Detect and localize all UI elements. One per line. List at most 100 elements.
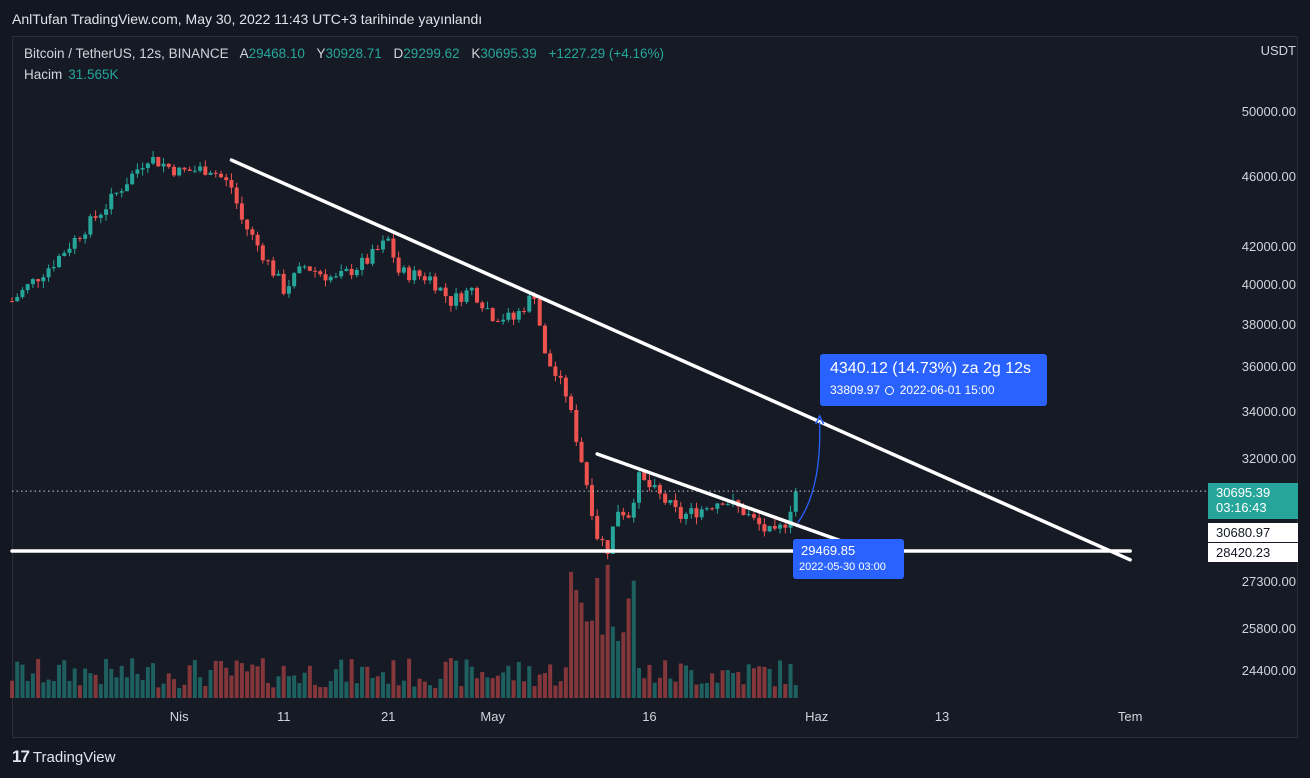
volume-bar	[741, 684, 746, 698]
candle-body	[678, 506, 683, 519]
candle-body	[605, 540, 610, 554]
candle-body	[208, 172, 213, 175]
candle-body	[323, 274, 328, 281]
low-price-box[interactable]: 29469.85 2022-05-30 03:00	[793, 539, 904, 579]
projection-arrowhead	[814, 414, 825, 425]
volume-bar	[224, 667, 229, 698]
candle-body	[93, 216, 98, 218]
volume-bar	[36, 658, 41, 698]
volume-bar	[344, 681, 349, 698]
volume-bar	[678, 663, 683, 698]
volume-bar	[25, 680, 30, 698]
candle-body	[412, 270, 417, 281]
volume-bar	[569, 571, 574, 698]
candle-body	[558, 375, 563, 378]
candle-body	[318, 271, 323, 275]
candle-body	[370, 248, 375, 264]
volume-bar	[469, 666, 474, 698]
candle-body	[475, 287, 480, 303]
candle-body	[490, 308, 495, 321]
tradingview-logo-icon: 17	[12, 747, 30, 766]
price-tick-label: 32000.00	[1241, 450, 1296, 466]
volume-bar	[213, 660, 218, 698]
volume-bar	[793, 685, 798, 698]
volume-bar	[757, 666, 762, 698]
publish-header: AnlTufan TradingView.com, May 30, 2022 1…	[0, 0, 1310, 38]
candle-body	[151, 157, 156, 164]
candle-body	[25, 284, 30, 291]
volume-bar	[156, 687, 161, 698]
volume-bar	[579, 602, 584, 698]
high-label: Y	[316, 46, 326, 61]
candle-body	[443, 287, 448, 297]
candle-body	[114, 192, 119, 194]
candle-body	[668, 500, 673, 503]
volume-bar	[448, 658, 453, 698]
volume-bar	[783, 683, 788, 698]
candle-body	[203, 166, 208, 175]
volume-bar	[313, 684, 318, 698]
candle-body	[119, 191, 124, 193]
volume-bar	[605, 564, 610, 698]
candle-body	[260, 245, 265, 261]
candle-body	[386, 238, 391, 241]
candle-body	[156, 157, 161, 167]
volume-bar	[647, 664, 652, 698]
candle-body	[751, 514, 756, 518]
volume-bar	[522, 681, 527, 698]
volume-bar	[673, 681, 678, 698]
volume-bar	[114, 677, 119, 698]
symbol-name[interactable]: Bitcoin / TetherUS, 12s, BINANCE	[24, 46, 229, 61]
volume-bar	[511, 680, 516, 698]
volume-bar	[412, 686, 417, 698]
volume-bar	[292, 675, 297, 698]
volume-bar	[219, 661, 223, 698]
price-candles	[10, 150, 798, 560]
candle-body	[339, 270, 344, 277]
candle-body	[46, 268, 51, 278]
change-value: +1227.29 (+4.16%)	[548, 46, 665, 61]
volume-bar	[553, 685, 558, 698]
volume-bar	[328, 681, 333, 698]
measure-datetime: 2022-06-01 15:00	[899, 383, 995, 397]
volume-bar	[20, 664, 25, 698]
candle-body	[396, 257, 401, 273]
volume-bar	[699, 683, 704, 698]
volume-bar	[537, 674, 542, 698]
volume-bar	[542, 673, 547, 698]
volume-bar	[72, 668, 77, 698]
volume-bar	[710, 673, 715, 698]
currency-label: USDT	[1260, 43, 1296, 58]
price-tick-label: 42000.00	[1241, 239, 1296, 255]
candle-body	[104, 209, 109, 215]
volume-bar	[725, 669, 730, 698]
candle-body	[224, 177, 229, 181]
candle-body	[725, 504, 730, 506]
volume-bar	[93, 674, 98, 698]
volume-bar	[281, 665, 286, 698]
price-tick-label: 40000.00	[1241, 277, 1296, 293]
volume-bar	[208, 669, 213, 698]
measure-box[interactable]: 4340.12 (14.73%) za 2g 12s 33809.97 2022…	[820, 354, 1047, 406]
volume-bar	[161, 683, 166, 698]
candle-body	[433, 276, 438, 291]
candle-body	[537, 298, 542, 326]
trendline	[595, 452, 850, 546]
candle-body	[480, 302, 485, 309]
candle-body	[328, 276, 333, 281]
candle-body	[422, 276, 427, 281]
close-value: 30695.39	[480, 46, 537, 61]
candle-body	[20, 290, 25, 297]
volume-label[interactable]: Hacim	[24, 67, 63, 82]
time-tick-label: 16	[642, 709, 657, 724]
candle-body	[187, 169, 192, 171]
volume-bar	[297, 683, 302, 698]
candle-body	[720, 503, 725, 505]
last-price: 30695.39	[1216, 485, 1271, 500]
volume-bar	[354, 683, 359, 698]
chart-pane[interactable]	[12, 36, 1298, 738]
brand-footer[interactable]: 17 TradingView	[12, 747, 115, 767]
candle-body	[292, 273, 297, 287]
candle-body	[313, 270, 318, 272]
